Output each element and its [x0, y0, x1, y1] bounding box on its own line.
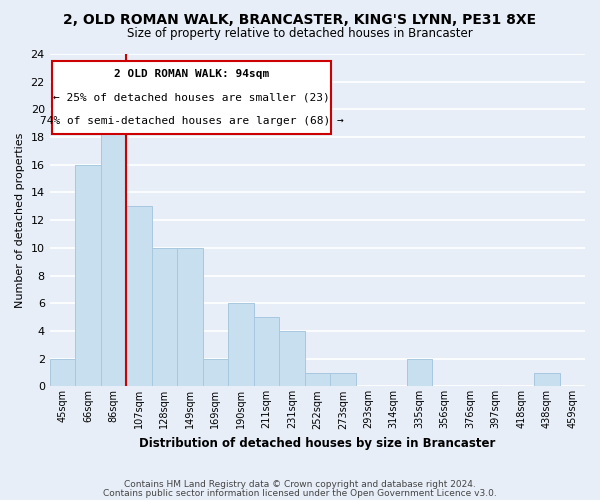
Bar: [50, 358, 75, 386]
Bar: [254, 317, 279, 386]
Bar: [101, 123, 126, 386]
Bar: [330, 372, 356, 386]
Text: Size of property relative to detached houses in Brancaster: Size of property relative to detached ho…: [127, 28, 473, 40]
Bar: [407, 358, 432, 386]
Bar: [203, 358, 228, 386]
X-axis label: Distribution of detached houses by size in Brancaster: Distribution of detached houses by size …: [139, 437, 496, 450]
Bar: [75, 165, 101, 386]
Bar: [177, 248, 203, 386]
Text: 2, OLD ROMAN WALK, BRANCASTER, KING'S LYNN, PE31 8XE: 2, OLD ROMAN WALK, BRANCASTER, KING'S LY…: [64, 12, 536, 26]
Bar: [305, 372, 330, 386]
FancyBboxPatch shape: [52, 60, 331, 134]
Bar: [228, 304, 254, 386]
Bar: [534, 372, 560, 386]
Text: ← 25% of detached houses are smaller (23): ← 25% of detached houses are smaller (23…: [53, 92, 330, 102]
Bar: [152, 248, 177, 386]
Bar: [279, 331, 305, 386]
Text: 74% of semi-detached houses are larger (68) →: 74% of semi-detached houses are larger (…: [40, 116, 343, 126]
Text: 2 OLD ROMAN WALK: 94sqm: 2 OLD ROMAN WALK: 94sqm: [114, 69, 269, 79]
Text: Contains public sector information licensed under the Open Government Licence v3: Contains public sector information licen…: [103, 488, 497, 498]
Y-axis label: Number of detached properties: Number of detached properties: [15, 132, 25, 308]
Text: Contains HM Land Registry data © Crown copyright and database right 2024.: Contains HM Land Registry data © Crown c…: [124, 480, 476, 489]
Bar: [126, 206, 152, 386]
